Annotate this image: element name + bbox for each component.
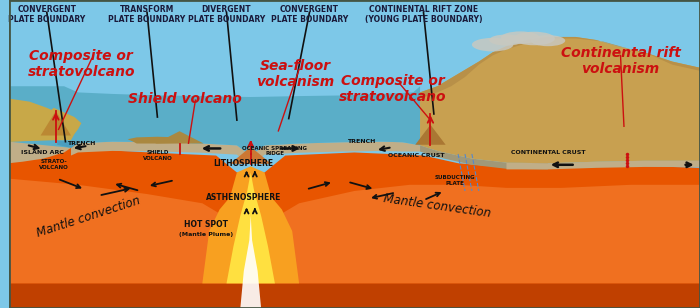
Text: TRANSFORM
PLATE BOUNDARY: TRANSFORM PLATE BOUNDARY <box>108 5 186 24</box>
Text: Mantle convection: Mantle convection <box>35 194 142 240</box>
Text: CONVERGENT
PLATE BOUNDARY: CONVERGENT PLATE BOUNDARY <box>8 5 85 24</box>
Ellipse shape <box>501 31 540 44</box>
Ellipse shape <box>513 32 555 45</box>
Text: Mantle convection: Mantle convection <box>383 192 492 220</box>
Polygon shape <box>202 166 299 283</box>
Polygon shape <box>230 147 272 164</box>
Polygon shape <box>9 108 81 142</box>
Text: CONVERGENT
PLATE BOUNDARY: CONVERGENT PLATE BOUNDARY <box>271 5 348 24</box>
Text: (Mantle Plume): (Mantle Plume) <box>178 232 233 237</box>
Text: SUBDUCTING
PLATE: SUBDUCTING PLATE <box>434 175 475 186</box>
Text: CONTINENTAL CRUST: CONTINENTAL CRUST <box>511 150 585 155</box>
Polygon shape <box>9 283 700 308</box>
Text: ISLAND ARC: ISLAND ARC <box>20 150 64 155</box>
Polygon shape <box>420 145 548 169</box>
Polygon shape <box>71 142 420 164</box>
Text: SHIELD
VOLCANO: SHIELD VOLCANO <box>143 150 172 161</box>
Text: Sea-floor
volcanism: Sea-floor volcanism <box>256 59 335 89</box>
Ellipse shape <box>489 34 524 46</box>
Text: OCEANIC CRUST: OCEANIC CRUST <box>389 153 445 158</box>
Polygon shape <box>57 140 78 148</box>
Text: DIVERGENT
PLATE BOUNDARY: DIVERGENT PLATE BOUNDARY <box>188 5 265 24</box>
Polygon shape <box>415 125 446 145</box>
Polygon shape <box>9 136 700 283</box>
Polygon shape <box>9 99 57 142</box>
Polygon shape <box>240 216 261 308</box>
Polygon shape <box>155 131 204 144</box>
Polygon shape <box>420 37 700 163</box>
Text: STRATO-
VOLCANO: STRATO- VOLCANO <box>38 159 69 170</box>
Text: Composite or
stratovolcano: Composite or stratovolcano <box>27 49 135 79</box>
Text: Composite or
stratovolcano: Composite or stratovolcano <box>339 74 446 104</box>
Text: LITHOSPHERE: LITHOSPHERE <box>214 159 274 168</box>
Polygon shape <box>9 136 78 163</box>
Polygon shape <box>507 161 700 169</box>
Polygon shape <box>420 0 700 86</box>
Text: TRENCH: TRENCH <box>67 141 96 146</box>
Text: Shield volcano: Shield volcano <box>128 92 242 106</box>
Text: HOT SPOT: HOT SPOT <box>184 220 228 229</box>
Polygon shape <box>9 179 700 283</box>
Polygon shape <box>420 37 700 99</box>
Text: Continental rift
volcanism: Continental rift volcanism <box>561 46 680 76</box>
Polygon shape <box>41 111 71 136</box>
Text: CONTINENTAL RIFT ZONE
(YOUNG PLATE BOUNDARY): CONTINENTAL RIFT ZONE (YOUNG PLATE BOUND… <box>365 5 482 24</box>
Text: OCEANIC SPREADING
RIDGE: OCEANIC SPREADING RIDGE <box>242 145 307 156</box>
Polygon shape <box>9 0 700 308</box>
Text: ASTHENOSPHERE: ASTHENOSPHERE <box>206 192 281 202</box>
Polygon shape <box>227 172 275 283</box>
Polygon shape <box>9 86 420 156</box>
Text: TRENCH: TRENCH <box>347 139 375 144</box>
Ellipse shape <box>531 35 565 46</box>
Ellipse shape <box>472 38 513 51</box>
Polygon shape <box>127 137 188 144</box>
